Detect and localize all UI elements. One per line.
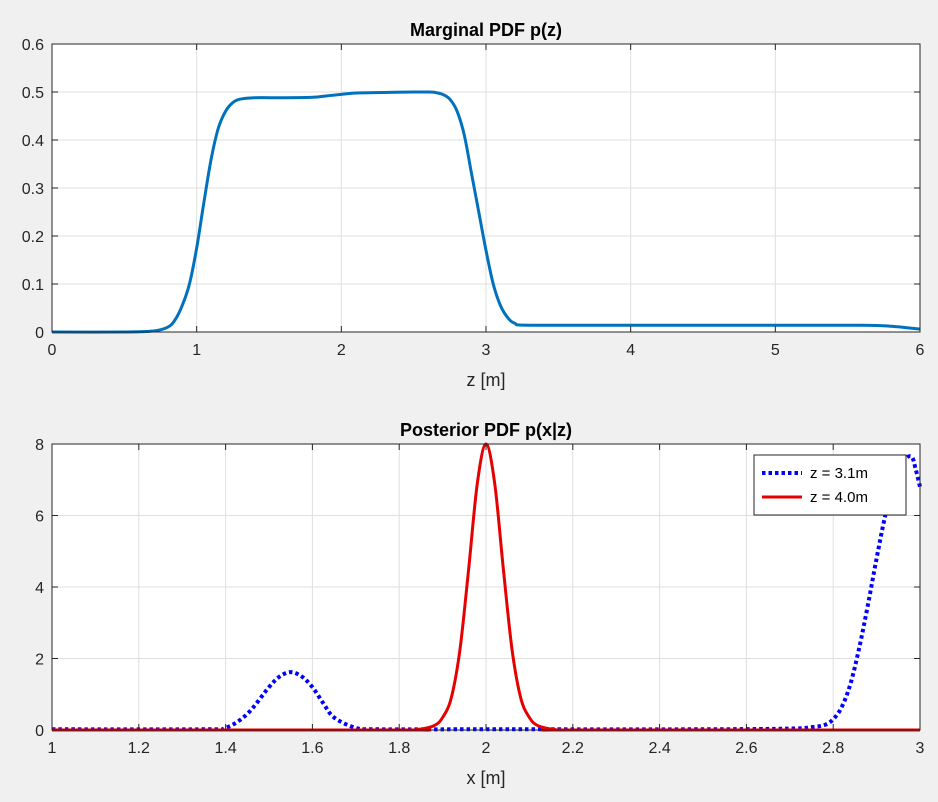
marginal-pdf-xtick-label: 6: [916, 342, 925, 359]
posterior-pdf-ytick-label: 6: [35, 509, 44, 526]
posterior-pdf-axes: 1 1.2 1.4 1.6 1.8 2 2.2 2.4 2.6 2.8 3 0 2 4 6 8 Posterio…: [35, 420, 924, 788]
posterior-pdf-xtick-label: 2.8: [822, 740, 844, 757]
marginal-pdf-ytick-label: 0.4: [22, 133, 44, 150]
posterior-pdf-legend-label-2: z = 4.0m: [810, 489, 868, 506]
posterior-pdf-xtick-label: 2.4: [648, 740, 670, 757]
posterior-pdf-xtick-label: 3: [916, 740, 925, 757]
posterior-pdf-ytick-label: 4: [35, 580, 44, 597]
posterior-pdf-xtick-label: 2: [482, 740, 491, 757]
marginal-pdf-ytick-label: 0.1: [22, 277, 44, 294]
posterior-pdf-xtick-label: 1: [48, 740, 57, 757]
posterior-pdf-xtick-label: 2.2: [562, 740, 584, 757]
posterior-pdf-legend-label-1: z = 3.1m: [810, 465, 868, 482]
posterior-pdf-xlabel: x [m]: [467, 768, 506, 788]
posterior-pdf-legend: z = 3.1m z = 4.0m: [753, 454, 907, 516]
marginal-pdf-xtick-label: 2: [337, 342, 346, 359]
posterior-pdf-ytick-label: 2: [35, 652, 44, 669]
marginal-pdf-axes: 0 1 2 3 4 5 6 0 0.1 0.2 0.3 0.4 0.5 0.6 Marginal PDF p…: [22, 20, 925, 390]
posterior-pdf-xtick-label: 1.8: [388, 740, 410, 757]
marginal-pdf-title: Marginal PDF p(z): [410, 20, 562, 40]
marginal-pdf-xtick-label: 1: [192, 342, 201, 359]
marginal-pdf-ytick-label: 0.6: [22, 37, 44, 54]
marginal-pdf-series-line-1: [51, 90, 921, 334]
marginal-pdf-xtick-label: 3: [482, 342, 491, 359]
marginal-pdf-ytick-label: 0.3: [22, 181, 44, 198]
posterior-pdf-xtick-label: 1.4: [214, 740, 236, 757]
marginal-pdf-xtick-label: 4: [626, 342, 635, 359]
posterior-pdf-xtick-label: 2.6: [735, 740, 757, 757]
posterior-pdf-title: Posterior PDF p(x|z): [400, 420, 572, 440]
marginal-pdf-xlabel: z [m]: [467, 370, 506, 390]
marginal-pdf-ytick-label: 0.2: [22, 229, 44, 246]
posterior-pdf-xtick-label: 1.6: [301, 740, 323, 757]
posterior-pdf-legend-box: [753, 454, 907, 516]
marginal-pdf-xtick-label: 5: [771, 342, 780, 359]
marginal-pdf-xtick-label: 0: [48, 342, 57, 359]
posterior-pdf-xtick-label: 1.2: [128, 740, 150, 757]
marginal-pdf-ytick-label: 0: [35, 325, 44, 342]
marginal-pdf-ytick-label: 0.5: [22, 85, 44, 102]
posterior-pdf-ytick-label: 8: [35, 437, 44, 454]
posterior-pdf-ytick-label: 0: [35, 723, 44, 740]
